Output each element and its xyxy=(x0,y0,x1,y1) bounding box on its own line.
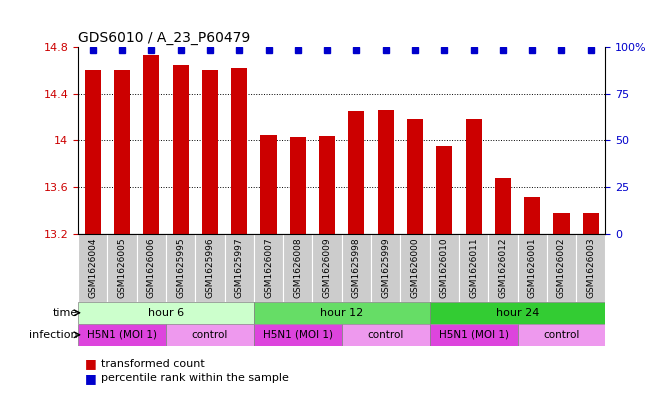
Bar xyxy=(495,178,511,234)
Text: infection: infection xyxy=(29,330,78,340)
Bar xyxy=(231,68,247,234)
Bar xyxy=(378,110,394,234)
Text: GSM1626010: GSM1626010 xyxy=(440,237,449,298)
Bar xyxy=(260,135,277,234)
Bar xyxy=(85,70,101,234)
Bar xyxy=(173,65,189,234)
Text: control: control xyxy=(368,330,404,340)
Text: H5N1 (MOI 1): H5N1 (MOI 1) xyxy=(263,330,333,340)
Text: ■: ■ xyxy=(85,357,96,370)
Bar xyxy=(283,234,312,302)
Bar xyxy=(195,234,225,302)
Bar xyxy=(202,70,218,234)
Bar xyxy=(312,234,342,302)
Text: GSM1625999: GSM1625999 xyxy=(381,237,390,298)
Bar xyxy=(107,234,137,302)
Text: GSM1626003: GSM1626003 xyxy=(587,237,595,298)
Text: GSM1626009: GSM1626009 xyxy=(323,237,331,298)
Text: GSM1626001: GSM1626001 xyxy=(528,237,536,298)
Bar xyxy=(518,234,547,302)
Text: ■: ■ xyxy=(85,372,96,385)
Bar xyxy=(319,136,335,234)
Text: control: control xyxy=(192,330,228,340)
Bar xyxy=(348,111,365,234)
Bar xyxy=(254,324,342,346)
Text: GSM1626000: GSM1626000 xyxy=(411,237,419,298)
Bar xyxy=(518,324,605,346)
Bar xyxy=(254,234,283,302)
Bar xyxy=(78,302,254,324)
Bar xyxy=(553,213,570,234)
Text: H5N1 (MOI 1): H5N1 (MOI 1) xyxy=(87,330,157,340)
Bar xyxy=(524,196,540,234)
Text: H5N1 (MOI 1): H5N1 (MOI 1) xyxy=(439,330,508,340)
Bar xyxy=(290,137,306,234)
Bar xyxy=(78,324,166,346)
Bar xyxy=(576,234,605,302)
Text: GDS6010 / A_23_P60479: GDS6010 / A_23_P60479 xyxy=(78,31,251,45)
Text: GSM1625997: GSM1625997 xyxy=(235,237,243,298)
Bar xyxy=(430,324,518,346)
Bar xyxy=(166,234,195,302)
Bar xyxy=(430,302,605,324)
Text: hour 24: hour 24 xyxy=(496,308,539,318)
Text: GSM1626011: GSM1626011 xyxy=(469,237,478,298)
Bar xyxy=(488,234,518,302)
Bar xyxy=(254,302,430,324)
Bar xyxy=(225,234,254,302)
Bar xyxy=(143,55,159,234)
Text: GSM1626012: GSM1626012 xyxy=(499,237,507,298)
Bar xyxy=(342,234,371,302)
Bar xyxy=(583,213,599,234)
Text: GSM1626002: GSM1626002 xyxy=(557,237,566,298)
Text: GSM1625996: GSM1625996 xyxy=(206,237,214,298)
Bar xyxy=(114,70,130,234)
Bar xyxy=(400,234,430,302)
Text: GSM1626005: GSM1626005 xyxy=(118,237,126,298)
Text: time: time xyxy=(53,308,78,318)
Bar xyxy=(78,234,107,302)
Text: hour 6: hour 6 xyxy=(148,308,184,318)
Text: percentile rank within the sample: percentile rank within the sample xyxy=(101,373,289,384)
Bar xyxy=(430,234,459,302)
Text: GSM1626008: GSM1626008 xyxy=(294,237,302,298)
Bar xyxy=(371,234,400,302)
Text: GSM1626006: GSM1626006 xyxy=(147,237,156,298)
Text: hour 12: hour 12 xyxy=(320,308,363,318)
Text: transformed count: transformed count xyxy=(101,358,204,369)
Bar xyxy=(465,119,482,234)
Text: GSM1626004: GSM1626004 xyxy=(89,237,97,298)
Bar xyxy=(137,234,166,302)
Text: GSM1625995: GSM1625995 xyxy=(176,237,185,298)
Bar xyxy=(166,324,254,346)
Text: GSM1625998: GSM1625998 xyxy=(352,237,361,298)
Bar xyxy=(547,234,576,302)
Bar xyxy=(436,146,452,234)
Bar xyxy=(342,324,430,346)
Text: GSM1626007: GSM1626007 xyxy=(264,237,273,298)
Bar xyxy=(459,234,488,302)
Text: control: control xyxy=(544,330,579,340)
Bar xyxy=(407,119,423,234)
